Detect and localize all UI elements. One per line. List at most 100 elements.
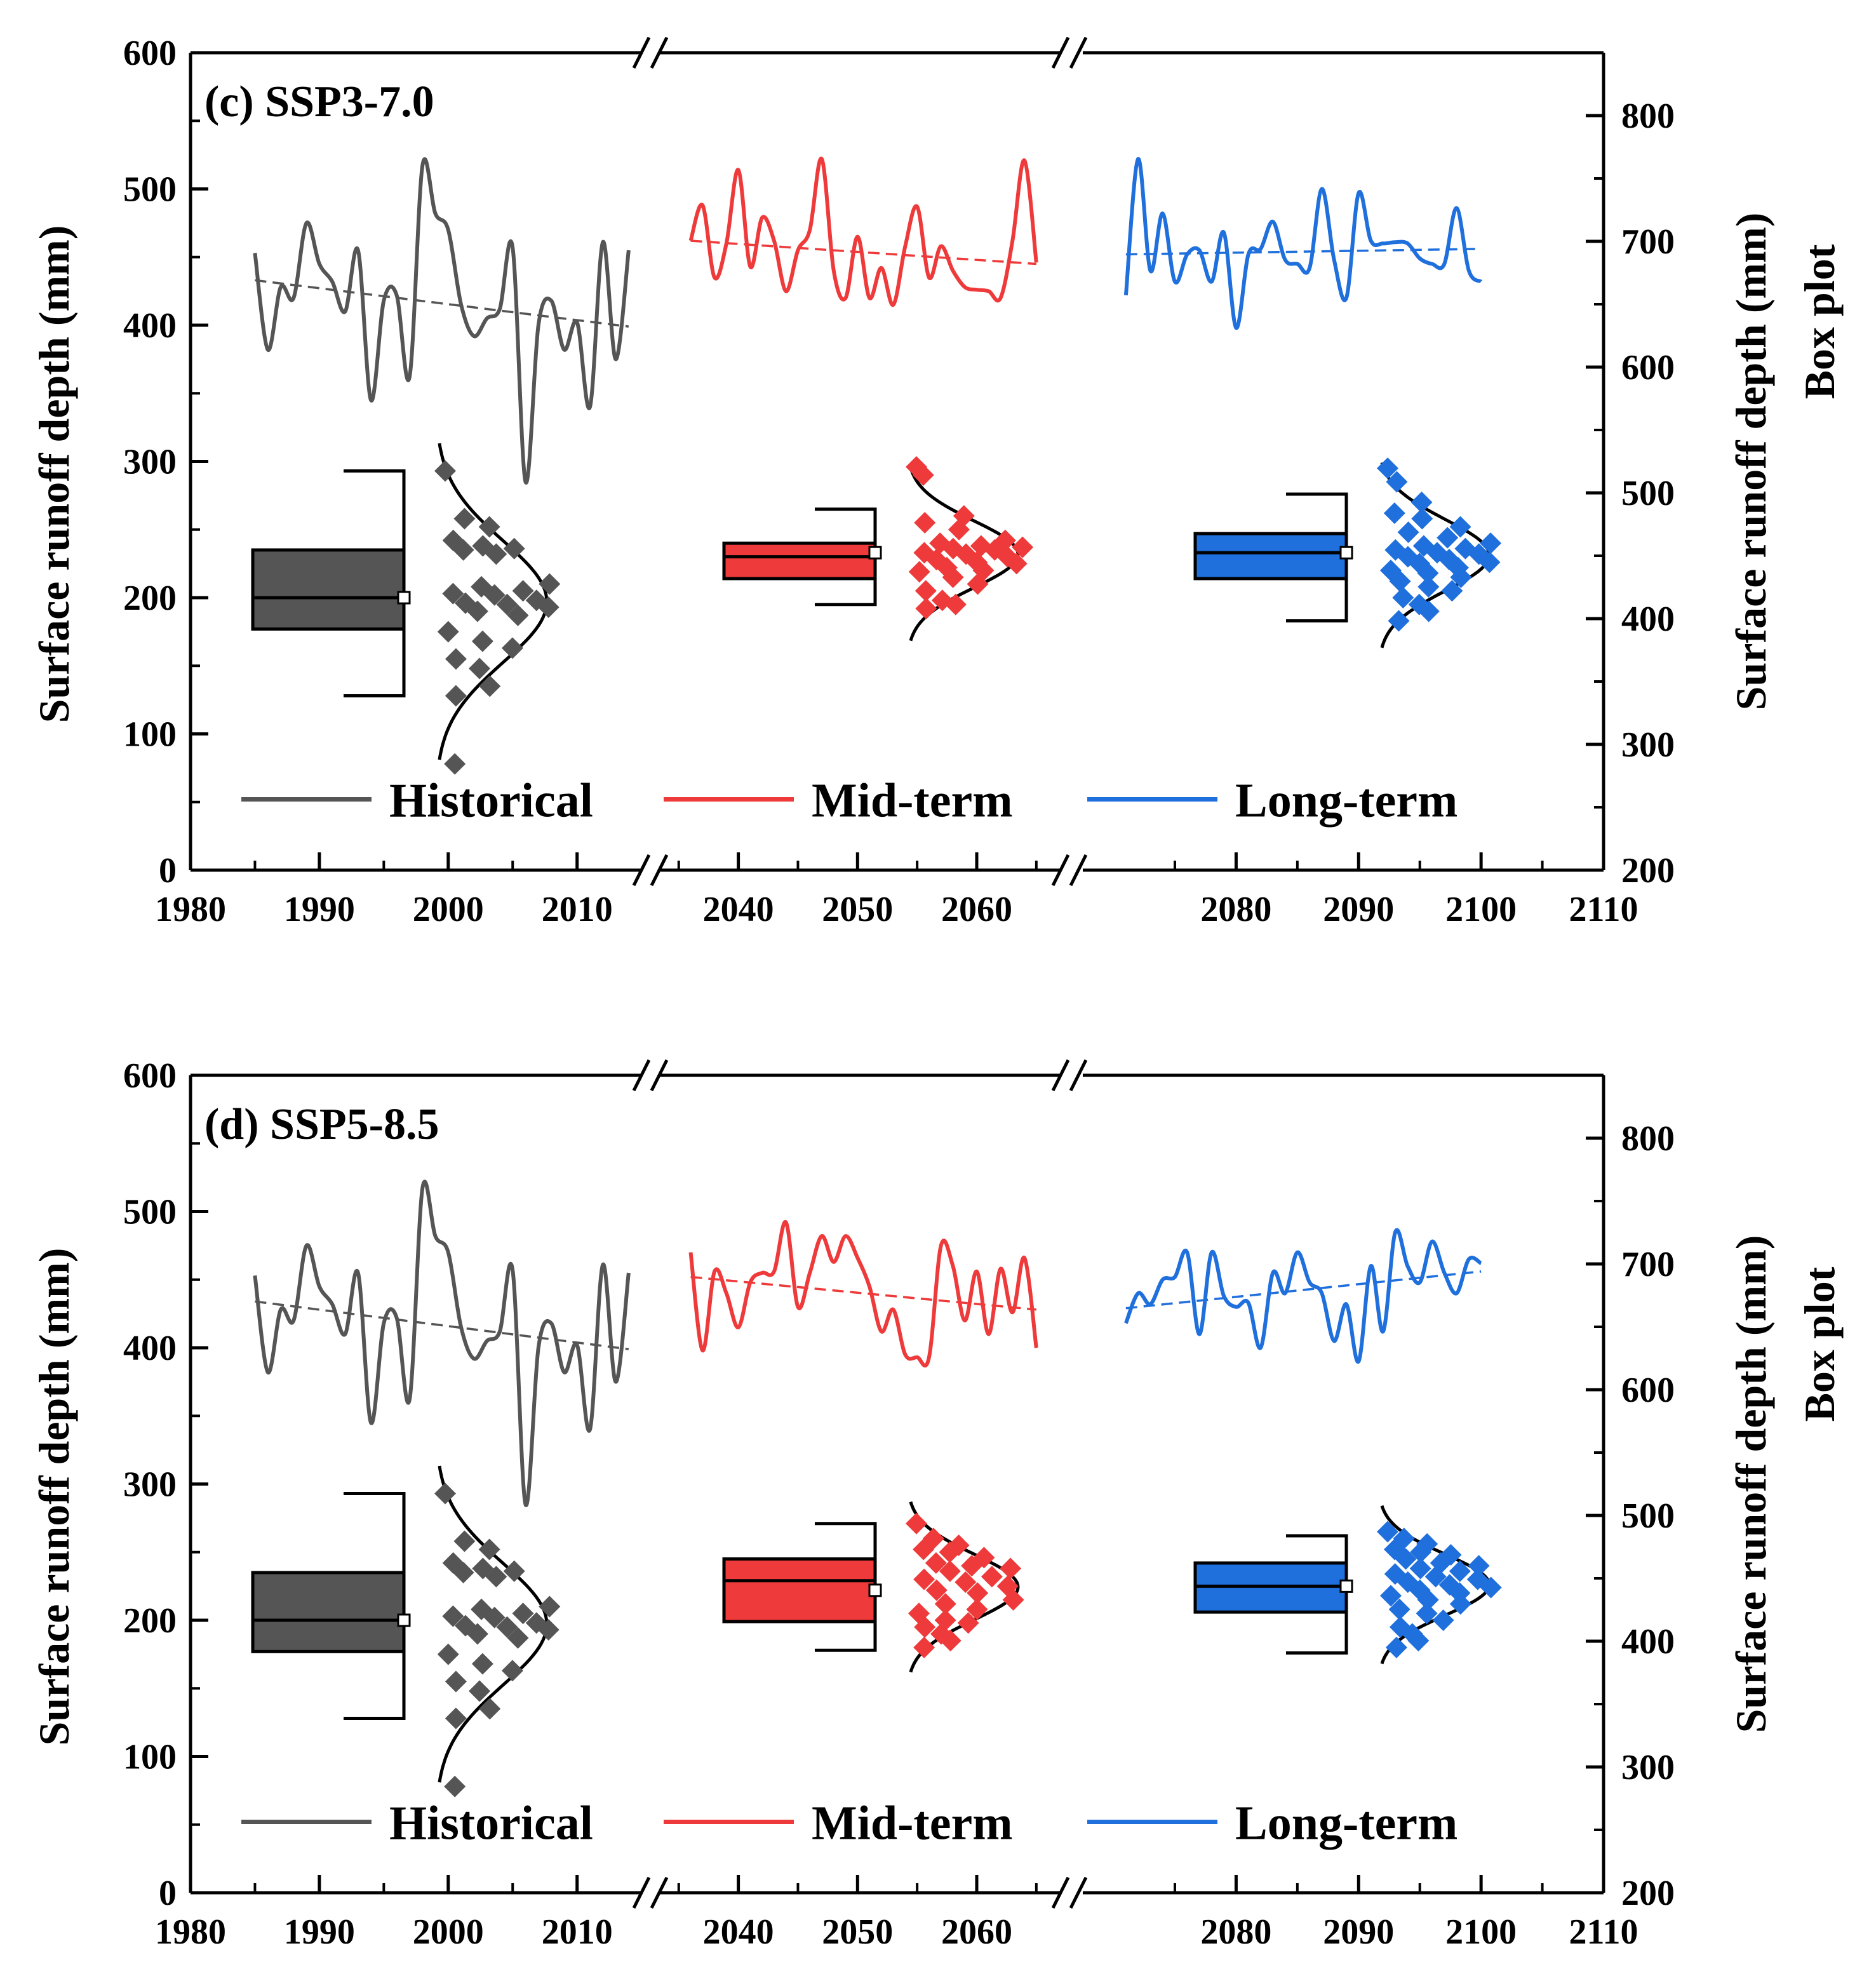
box-historical — [251, 1571, 406, 1653]
legend: Historical Mid-term Long-term — [241, 1796, 1457, 1850]
scatter-point — [483, 584, 506, 606]
scatter-point — [948, 518, 970, 541]
series-line-long-term — [1124, 1228, 1482, 1364]
trend-line-mid-term — [690, 239, 1036, 265]
y-tick-label: 300 — [123, 1465, 177, 1505]
scatter-point — [939, 1630, 961, 1652]
box-long-term — [1193, 532, 1348, 581]
x-tick-label: 2090 — [1323, 1912, 1394, 1952]
axis-break-mark — [650, 1059, 669, 1092]
x-tick-label: 1980 — [155, 890, 226, 929]
scatter-point — [501, 1660, 523, 1682]
box-lower-whisker — [344, 629, 406, 697]
scatter-point — [1388, 610, 1410, 632]
scatter-point — [1424, 1566, 1447, 1588]
axis-break-mark — [632, 1059, 651, 1092]
scatter-point — [966, 1598, 988, 1620]
scatter-point — [452, 539, 474, 561]
scatter-point — [445, 648, 467, 670]
series-line-historical — [253, 157, 631, 485]
right-y-tick-label: 400 — [1621, 600, 1675, 639]
y-tick-label: 0 — [159, 1874, 177, 1913]
box-mid-term — [722, 1557, 877, 1623]
axis-break-mark — [1051, 36, 1070, 69]
panel-title: (c) SSP3-7.0 — [204, 77, 434, 126]
axis-break-mark — [1069, 1059, 1088, 1092]
y-tick-label: 300 — [123, 443, 177, 482]
x-tick-label: 1990 — [284, 890, 355, 929]
box-mean-marker — [868, 546, 882, 560]
x-tick-label: 2060 — [941, 1912, 1012, 1952]
box-lower-whisker — [344, 1651, 406, 1720]
y-tick-label: 500 — [123, 1193, 177, 1232]
trend-line-long-term — [1125, 248, 1482, 256]
series-line-mid-term — [688, 1220, 1038, 1368]
scatter-point — [912, 464, 934, 486]
scatter-point — [445, 685, 467, 707]
scatter-point — [1005, 553, 1028, 575]
scatter-point — [478, 516, 500, 538]
scatter-point — [913, 1538, 935, 1561]
axis-break-mark — [650, 854, 669, 887]
y-tick-label: 400 — [123, 1329, 177, 1368]
right-y-axis-label: Surface runoff depth (mm) — [1727, 213, 1775, 711]
scatter-point — [915, 598, 937, 620]
x-tick-label: 2080 — [1200, 1912, 1271, 1952]
scatter-point — [466, 1623, 488, 1645]
scatter-point — [1449, 1593, 1471, 1615]
scatter-point — [437, 621, 459, 643]
right-y-tick-label: 400 — [1621, 1622, 1675, 1662]
scatter-point — [1392, 587, 1414, 608]
scatter-point — [503, 1560, 525, 1582]
trend-line-mid-term — [690, 1275, 1037, 1311]
scatter-point — [1417, 562, 1439, 584]
scatter-point — [1002, 1588, 1024, 1611]
scatter-point — [434, 460, 456, 482]
right-y-tick-label: 500 — [1621, 474, 1675, 513]
scatter-point — [485, 543, 507, 565]
scatter-point — [507, 1627, 529, 1649]
scatter-point — [512, 1602, 534, 1625]
axis-break-mark — [1069, 1876, 1088, 1909]
scatter-point — [1000, 1557, 1022, 1580]
trend-line-long-term — [1125, 1270, 1482, 1310]
legend-label-mid-term: Mid-term — [812, 1796, 1013, 1850]
right-y-tick-label: 300 — [1621, 725, 1675, 765]
scatter-point — [442, 582, 464, 605]
x-tick-label: 2010 — [542, 890, 613, 929]
y-tick-label: 100 — [123, 715, 177, 755]
y-axis-label: Surface runoff depth (mm) — [30, 1248, 78, 1746]
right-y-tick-label: 200 — [1621, 851, 1675, 890]
scatter-point — [942, 566, 964, 588]
y-tick-label: 400 — [123, 306, 177, 346]
scatter-point — [908, 561, 930, 583]
scatter-point — [537, 596, 559, 619]
scatter-point — [944, 593, 967, 615]
scatter-point — [452, 1561, 474, 1583]
right-y-tick-label: 700 — [1621, 222, 1675, 262]
y-tick-label: 600 — [123, 1056, 177, 1096]
scatter-point — [1383, 502, 1405, 525]
scatter-point — [967, 573, 989, 595]
box-upper-whisker — [1286, 492, 1348, 534]
scatter-point — [537, 1619, 559, 1641]
scatter-point — [925, 1552, 947, 1574]
box-lower-whisker — [1286, 578, 1348, 622]
scatter-point — [483, 1606, 506, 1629]
right-y-tick-label: 500 — [1621, 1496, 1675, 1536]
x-tick-label: 2040 — [703, 890, 774, 929]
axis-break-mark — [1051, 1876, 1070, 1909]
box-lower-whisker — [815, 1622, 877, 1652]
scatter-point — [1397, 521, 1419, 544]
legend-label-mid-term: Mid-term — [812, 774, 1013, 827]
scatter-point — [906, 1512, 927, 1535]
legend-label-historical: Historical — [389, 774, 593, 827]
legend-label-long-term: Long-term — [1235, 774, 1457, 827]
scatter-point — [471, 1653, 493, 1675]
box-mean-marker — [397, 591, 411, 605]
scatter-point — [925, 1579, 948, 1601]
scatter-point — [507, 604, 529, 626]
scatter-point — [934, 1593, 956, 1615]
scatter-point — [1449, 516, 1471, 538]
